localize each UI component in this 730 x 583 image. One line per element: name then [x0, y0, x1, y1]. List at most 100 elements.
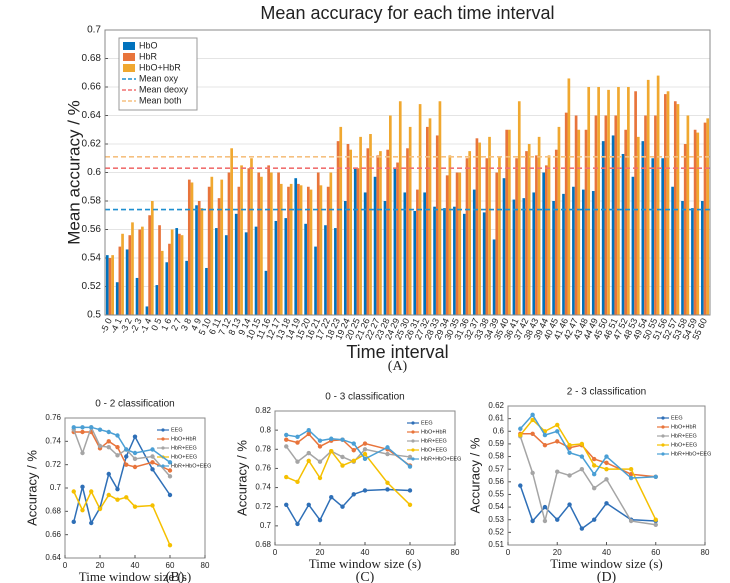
series-line [519, 413, 656, 479]
data-point [167, 474, 173, 479]
bar [353, 168, 357, 315]
bar [349, 149, 353, 315]
y-tick-label: 0.52 [82, 281, 102, 292]
x-tick-label: 80 [451, 548, 460, 557]
data-point [591, 456, 597, 462]
y-tick-label: 0.6 [87, 167, 101, 178]
bar [287, 186, 290, 315]
bar [329, 172, 333, 315]
data-point [407, 502, 413, 507]
bar [624, 129, 628, 315]
bar [343, 201, 347, 315]
data-point [132, 450, 138, 456]
data-point [306, 450, 311, 456]
data-point [579, 466, 585, 472]
data-point [115, 444, 120, 450]
data-point [555, 469, 560, 474]
y-tick-label: 0.7 [260, 521, 272, 530]
bar [661, 158, 665, 315]
bar [339, 126, 343, 316]
legend-marker [661, 434, 665, 438]
bar [601, 141, 605, 315]
data-point [317, 517, 323, 523]
chart-title: 2 - 3 classification [567, 387, 646, 398]
bar [631, 176, 635, 315]
bar [562, 193, 565, 315]
legend-label: HbR+HbO+EEG [171, 463, 211, 469]
data-point [542, 432, 548, 438]
data-point [329, 449, 334, 454]
y-tick-label: 0.61 [488, 414, 504, 423]
bar [664, 94, 667, 315]
panel-label: (B) [166, 570, 185, 583]
legend-label: HbR+EEG [171, 445, 197, 451]
data-point [284, 474, 289, 480]
legend-swatch [123, 42, 135, 50]
data-point [555, 429, 560, 434]
bar [334, 228, 337, 315]
bar [247, 168, 251, 315]
bar [498, 156, 501, 315]
bar [359, 136, 362, 315]
data-point [579, 441, 585, 447]
data-point [317, 475, 323, 481]
series-line [285, 445, 411, 463]
bar [607, 89, 610, 315]
y-axis-label: Accuracy / % [24, 450, 39, 526]
bar [386, 149, 390, 315]
legend-label: HbR+EEG [671, 433, 697, 439]
bar [557, 126, 561, 316]
data-point [604, 460, 609, 466]
legend-marker [411, 421, 415, 425]
bar [582, 189, 585, 315]
y-tick-label: 0.72 [255, 502, 271, 511]
data-point [340, 454, 345, 460]
y-tick-label: 0.52 [488, 527, 504, 536]
bar [416, 189, 419, 315]
bar [379, 151, 382, 315]
data-point [89, 489, 94, 494]
bar [224, 235, 228, 315]
data-point [132, 464, 138, 470]
bar [314, 246, 317, 315]
bar [587, 87, 591, 315]
bar [128, 235, 132, 315]
bar [207, 186, 211, 315]
bar [636, 136, 640, 315]
data-point [385, 445, 390, 450]
y-tick-label: 0.58 [488, 452, 504, 461]
legend-marker [161, 446, 165, 450]
bar [517, 101, 521, 315]
x-tick-label: 60 [651, 548, 660, 557]
series-line [73, 425, 171, 477]
bar [465, 158, 469, 315]
legend-label: HbR+EEG [421, 438, 447, 444]
data-point [295, 521, 300, 527]
bar [158, 225, 161, 315]
bar [383, 201, 387, 315]
bar [108, 258, 112, 315]
bar [141, 226, 144, 315]
bar [250, 158, 253, 315]
bar [363, 192, 367, 315]
y-tick-label: 0.5 [87, 310, 101, 321]
bar [651, 158, 655, 315]
bar [505, 129, 509, 315]
data-point [385, 451, 390, 457]
bar [366, 148, 370, 315]
bar [316, 172, 320, 315]
bar [254, 226, 258, 315]
bar [190, 182, 194, 315]
data-point [284, 437, 289, 442]
data-point [115, 453, 120, 458]
data-point [124, 447, 129, 452]
data-point [604, 477, 609, 482]
x-tick-label: 4 9 [189, 317, 203, 333]
bar [200, 208, 204, 315]
y-tick-label: 0.6 [493, 426, 505, 435]
bar [175, 228, 179, 315]
data-point [362, 441, 368, 446]
legend-label: HbR [139, 51, 158, 61]
data-point [124, 462, 129, 467]
